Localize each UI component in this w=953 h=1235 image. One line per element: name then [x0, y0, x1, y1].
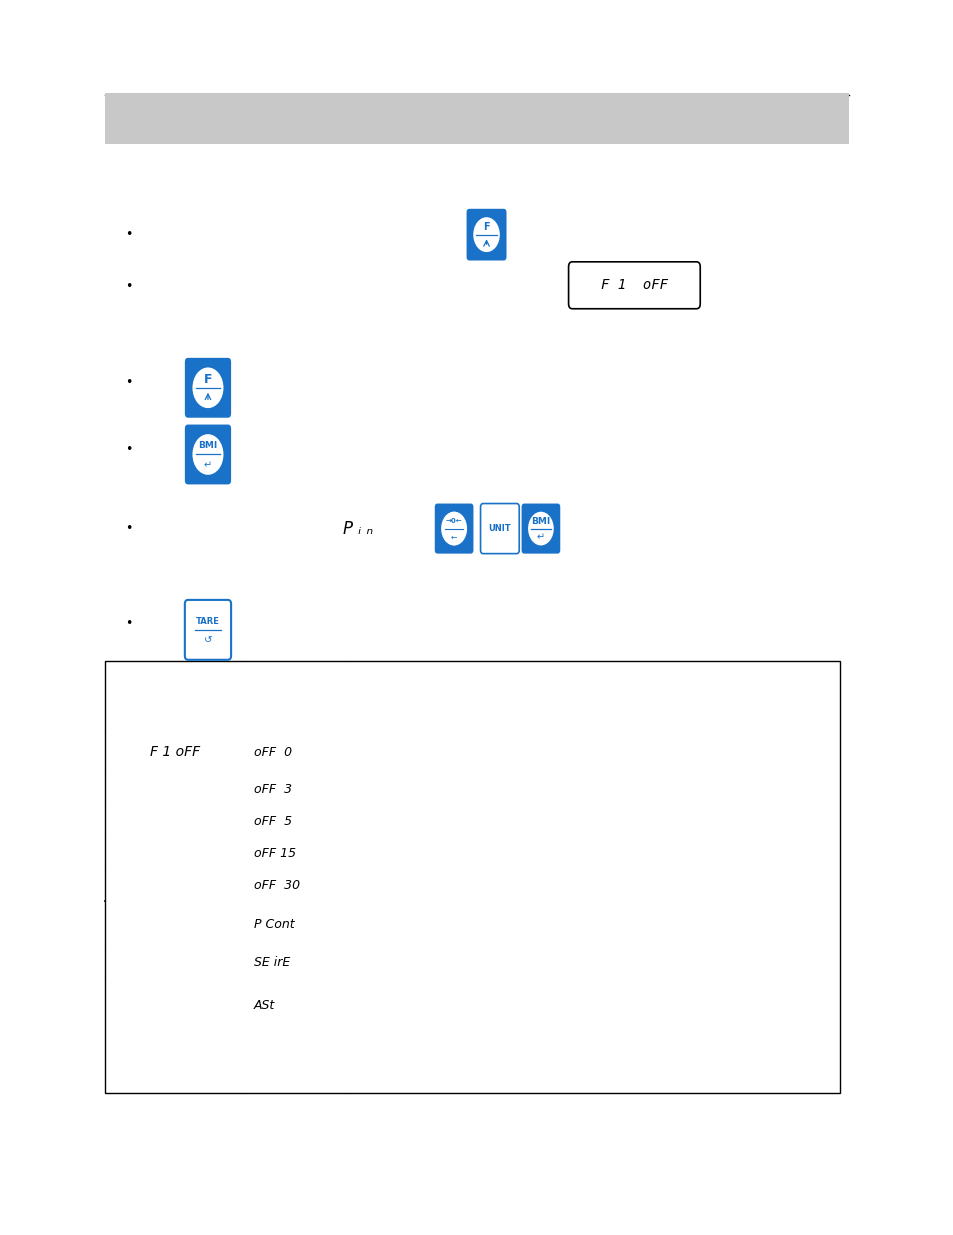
- Text: oFF 15: oFF 15: [253, 847, 295, 860]
- FancyBboxPatch shape: [185, 358, 231, 417]
- Ellipse shape: [472, 216, 500, 253]
- FancyBboxPatch shape: [105, 93, 848, 144]
- Text: •: •: [125, 618, 132, 630]
- Text: ←: ←: [451, 532, 456, 542]
- Text: ↵: ↵: [204, 459, 212, 469]
- Ellipse shape: [527, 511, 554, 546]
- Ellipse shape: [440, 511, 467, 546]
- Text: BMI: BMI: [531, 516, 550, 526]
- Text: F: F: [483, 222, 489, 232]
- Text: F 1  oFF: F 1 oFF: [600, 278, 667, 293]
- Ellipse shape: [192, 367, 224, 409]
- Text: UNIT: UNIT: [488, 524, 511, 534]
- Text: •: •: [125, 280, 132, 293]
- FancyBboxPatch shape: [435, 504, 473, 553]
- Text: P ᵢ ₙ: P ᵢ ₙ: [342, 520, 373, 537]
- Text: ASt: ASt: [253, 999, 274, 1011]
- Text: ↺: ↺: [203, 635, 213, 645]
- FancyBboxPatch shape: [480, 504, 518, 553]
- Text: →0←: →0←: [445, 519, 462, 524]
- FancyBboxPatch shape: [185, 600, 231, 659]
- FancyBboxPatch shape: [568, 262, 700, 309]
- Text: ↵: ↵: [537, 532, 544, 542]
- Text: SE irE: SE irE: [253, 956, 290, 969]
- Text: BMI: BMI: [198, 441, 217, 451]
- Text: F 1 oFF: F 1 oFF: [151, 745, 200, 760]
- Text: •: •: [125, 377, 132, 389]
- Ellipse shape: [192, 433, 224, 475]
- Text: oFF  0: oFF 0: [253, 746, 292, 758]
- FancyBboxPatch shape: [105, 661, 839, 1093]
- Text: F: F: [204, 373, 212, 385]
- Text: •: •: [125, 228, 132, 241]
- Text: oFF  30: oFF 30: [253, 878, 299, 892]
- FancyBboxPatch shape: [521, 504, 559, 553]
- Text: oFF  5: oFF 5: [253, 815, 292, 827]
- Text: •: •: [125, 443, 132, 456]
- Text: •: •: [125, 522, 132, 535]
- Text: P Cont: P Cont: [253, 919, 294, 931]
- FancyBboxPatch shape: [466, 209, 506, 261]
- Text: oFF  3: oFF 3: [253, 783, 292, 795]
- FancyBboxPatch shape: [185, 425, 231, 484]
- Text: TARE: TARE: [195, 616, 220, 626]
